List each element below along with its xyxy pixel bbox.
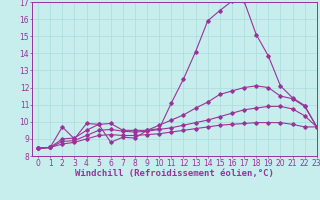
X-axis label: Windchill (Refroidissement éolien,°C): Windchill (Refroidissement éolien,°C) [75, 169, 274, 178]
